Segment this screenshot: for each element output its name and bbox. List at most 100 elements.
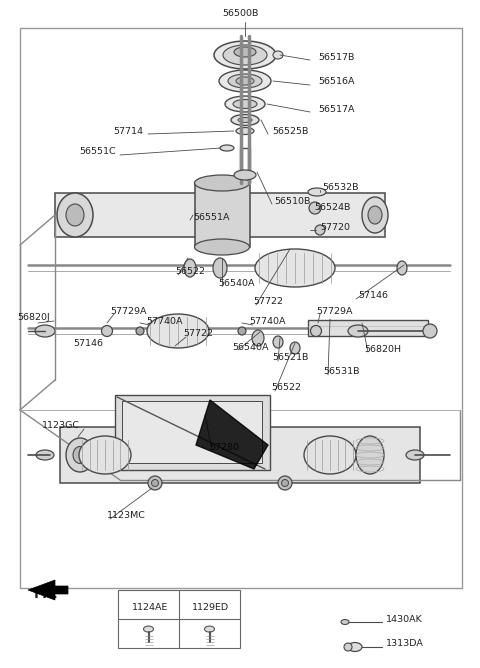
Ellipse shape xyxy=(348,325,368,337)
Text: 57722: 57722 xyxy=(253,297,283,307)
Ellipse shape xyxy=(238,118,252,122)
Bar xyxy=(20,28,462,588)
Ellipse shape xyxy=(101,325,112,337)
Ellipse shape xyxy=(152,480,158,486)
Text: 57146: 57146 xyxy=(73,339,103,349)
Text: 56540A: 56540A xyxy=(218,279,254,287)
Ellipse shape xyxy=(66,438,94,472)
Bar xyxy=(55,193,385,237)
Ellipse shape xyxy=(204,626,215,632)
Ellipse shape xyxy=(220,145,234,151)
Ellipse shape xyxy=(225,96,265,112)
Polygon shape xyxy=(28,580,68,600)
Text: 1123MC: 1123MC xyxy=(107,512,146,520)
Ellipse shape xyxy=(255,249,335,287)
Ellipse shape xyxy=(73,446,87,464)
Polygon shape xyxy=(196,400,268,469)
Ellipse shape xyxy=(194,239,250,255)
Text: 1430AK: 1430AK xyxy=(386,615,423,625)
Text: 1129ED: 1129ED xyxy=(192,603,228,611)
Text: 57729A: 57729A xyxy=(110,307,146,315)
Ellipse shape xyxy=(236,77,254,85)
Ellipse shape xyxy=(184,259,196,277)
Text: 56517B: 56517B xyxy=(318,53,354,61)
Ellipse shape xyxy=(252,330,264,346)
Ellipse shape xyxy=(315,225,325,235)
Ellipse shape xyxy=(228,74,262,88)
Text: 57146: 57146 xyxy=(358,291,388,301)
Ellipse shape xyxy=(35,325,55,337)
Text: 56524B: 56524B xyxy=(314,202,350,212)
Ellipse shape xyxy=(194,175,250,191)
Ellipse shape xyxy=(233,100,257,108)
Text: 56551A: 56551A xyxy=(193,212,229,222)
Ellipse shape xyxy=(308,188,326,196)
Text: 56551C: 56551C xyxy=(79,148,116,156)
Bar xyxy=(308,320,428,336)
Text: 56540A: 56540A xyxy=(232,343,268,351)
Text: 56510B: 56510B xyxy=(274,196,311,206)
Ellipse shape xyxy=(147,314,209,348)
Ellipse shape xyxy=(356,436,384,474)
Text: 56820H: 56820H xyxy=(364,345,401,353)
Text: 56531B: 56531B xyxy=(323,367,360,377)
Text: 57722: 57722 xyxy=(183,329,213,339)
Bar xyxy=(195,183,250,247)
Text: 56522: 56522 xyxy=(271,383,301,393)
Ellipse shape xyxy=(219,70,271,92)
Ellipse shape xyxy=(144,626,154,632)
Text: 56522: 56522 xyxy=(175,267,205,277)
Ellipse shape xyxy=(213,258,227,278)
Ellipse shape xyxy=(397,261,407,275)
Ellipse shape xyxy=(406,450,424,460)
Ellipse shape xyxy=(290,342,300,354)
Ellipse shape xyxy=(136,327,144,335)
Text: 57740A: 57740A xyxy=(146,317,182,327)
Ellipse shape xyxy=(341,619,349,625)
Ellipse shape xyxy=(309,202,321,214)
Ellipse shape xyxy=(362,197,388,233)
Ellipse shape xyxy=(348,643,362,651)
Ellipse shape xyxy=(57,193,93,237)
Text: 56517A: 56517A xyxy=(318,104,355,114)
Ellipse shape xyxy=(273,51,283,59)
Ellipse shape xyxy=(273,336,283,348)
Text: 1124AE: 1124AE xyxy=(132,603,168,611)
Text: 57714: 57714 xyxy=(113,126,143,136)
Ellipse shape xyxy=(214,41,276,69)
Bar xyxy=(115,395,270,470)
Ellipse shape xyxy=(223,45,267,65)
Text: 56500B: 56500B xyxy=(222,9,258,19)
Ellipse shape xyxy=(304,436,356,474)
Ellipse shape xyxy=(368,206,382,224)
Ellipse shape xyxy=(311,325,322,337)
Text: 56521B: 56521B xyxy=(272,353,308,363)
Text: 57740A: 57740A xyxy=(249,317,286,327)
Ellipse shape xyxy=(79,436,131,474)
Bar xyxy=(122,401,262,463)
Ellipse shape xyxy=(281,480,288,486)
Ellipse shape xyxy=(148,476,162,490)
Ellipse shape xyxy=(423,324,437,338)
Text: FR.: FR. xyxy=(34,587,59,601)
Text: 57729A: 57729A xyxy=(316,307,352,315)
Ellipse shape xyxy=(238,327,246,335)
Ellipse shape xyxy=(231,114,259,126)
Text: 57280: 57280 xyxy=(209,442,239,452)
Text: 57720: 57720 xyxy=(320,224,350,232)
Ellipse shape xyxy=(234,47,256,57)
Bar xyxy=(118,590,240,648)
Text: 56820J: 56820J xyxy=(17,313,50,323)
Ellipse shape xyxy=(344,643,352,651)
Bar xyxy=(60,427,420,483)
Text: 56525B: 56525B xyxy=(272,126,308,136)
Text: 1123GC: 1123GC xyxy=(42,422,80,430)
Ellipse shape xyxy=(36,450,54,460)
Ellipse shape xyxy=(66,204,84,226)
Text: 1313DA: 1313DA xyxy=(386,639,424,649)
Text: 56516A: 56516A xyxy=(318,77,355,86)
Ellipse shape xyxy=(278,476,292,490)
Text: 56532B: 56532B xyxy=(322,182,359,192)
Ellipse shape xyxy=(234,170,256,180)
Ellipse shape xyxy=(236,128,254,134)
